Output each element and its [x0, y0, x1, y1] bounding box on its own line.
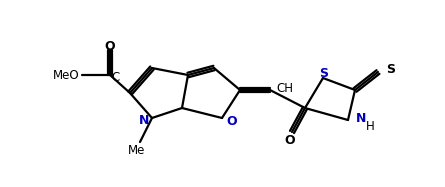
Text: MeO: MeO	[53, 68, 80, 82]
Text: S: S	[320, 67, 328, 79]
Text: O: O	[285, 134, 295, 148]
Text: CH: CH	[276, 82, 293, 94]
Text: O: O	[226, 114, 237, 128]
Text: H: H	[366, 119, 375, 133]
Text: N: N	[356, 111, 366, 125]
Text: O: O	[105, 39, 115, 53]
Text: S: S	[386, 62, 395, 76]
Text: N: N	[139, 114, 149, 126]
Text: C: C	[111, 70, 119, 84]
Text: Me: Me	[128, 143, 146, 157]
